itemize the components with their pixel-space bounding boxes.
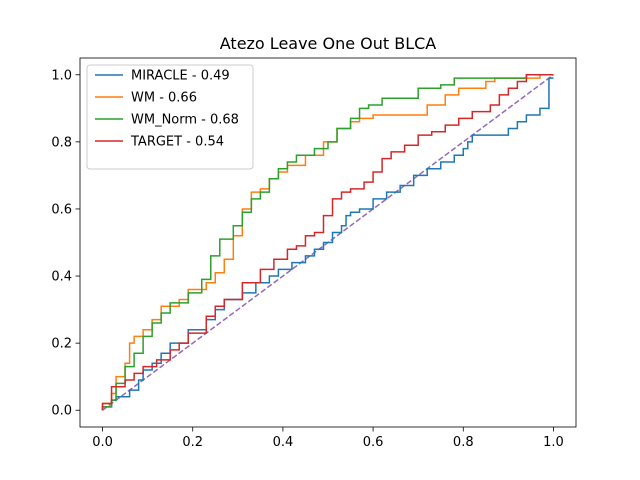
legend-label: WM - 0.66 <box>131 91 197 106</box>
x-tick-label: 0.2 <box>182 435 203 450</box>
legend: MIRACLE - 0.49 WM - 0.66 WM_Norm - 0.68 TAR… <box>86 64 254 170</box>
x-tick-label: 0.8 <box>453 435 474 450</box>
plot-area <box>101 74 554 411</box>
y-tick-label: 0.2 <box>51 337 72 352</box>
series-line-wm-norm <box>101 74 554 411</box>
x-tick-label: 0.0 <box>92 435 113 450</box>
axes-frame <box>79 57 577 428</box>
chart-title: Atezo Leave One Out BLCA <box>220 34 437 53</box>
y-tick-label: 0.8 <box>51 135 72 150</box>
x-tick-label: 0.6 <box>363 435 384 450</box>
x-tick-label: 1.0 <box>543 435 564 450</box>
x-tick-label: 0.4 <box>273 435 294 450</box>
series-line-target <box>101 74 554 411</box>
y-tick-label: 0.0 <box>51 404 72 419</box>
series-line-wm <box>101 74 554 411</box>
legend-label: MIRACLE - 0.49 <box>131 69 230 84</box>
axes: 0.0 0.2 0.4 0.6 0.8 1.0 0.0 0.2 0.4 0.6 0.8 1.0 <box>51 57 577 450</box>
legend-box <box>86 64 254 170</box>
legend-label: WM_Norm - 0.68 <box>131 113 239 128</box>
y-tick-label: 1.0 <box>51 68 72 83</box>
y-tick-label: 0.4 <box>51 270 72 285</box>
y-tick-label: 0.6 <box>51 202 72 217</box>
series-line-miracle <box>101 77 554 411</box>
legend-label: TARGET - 0.54 <box>130 135 224 150</box>
